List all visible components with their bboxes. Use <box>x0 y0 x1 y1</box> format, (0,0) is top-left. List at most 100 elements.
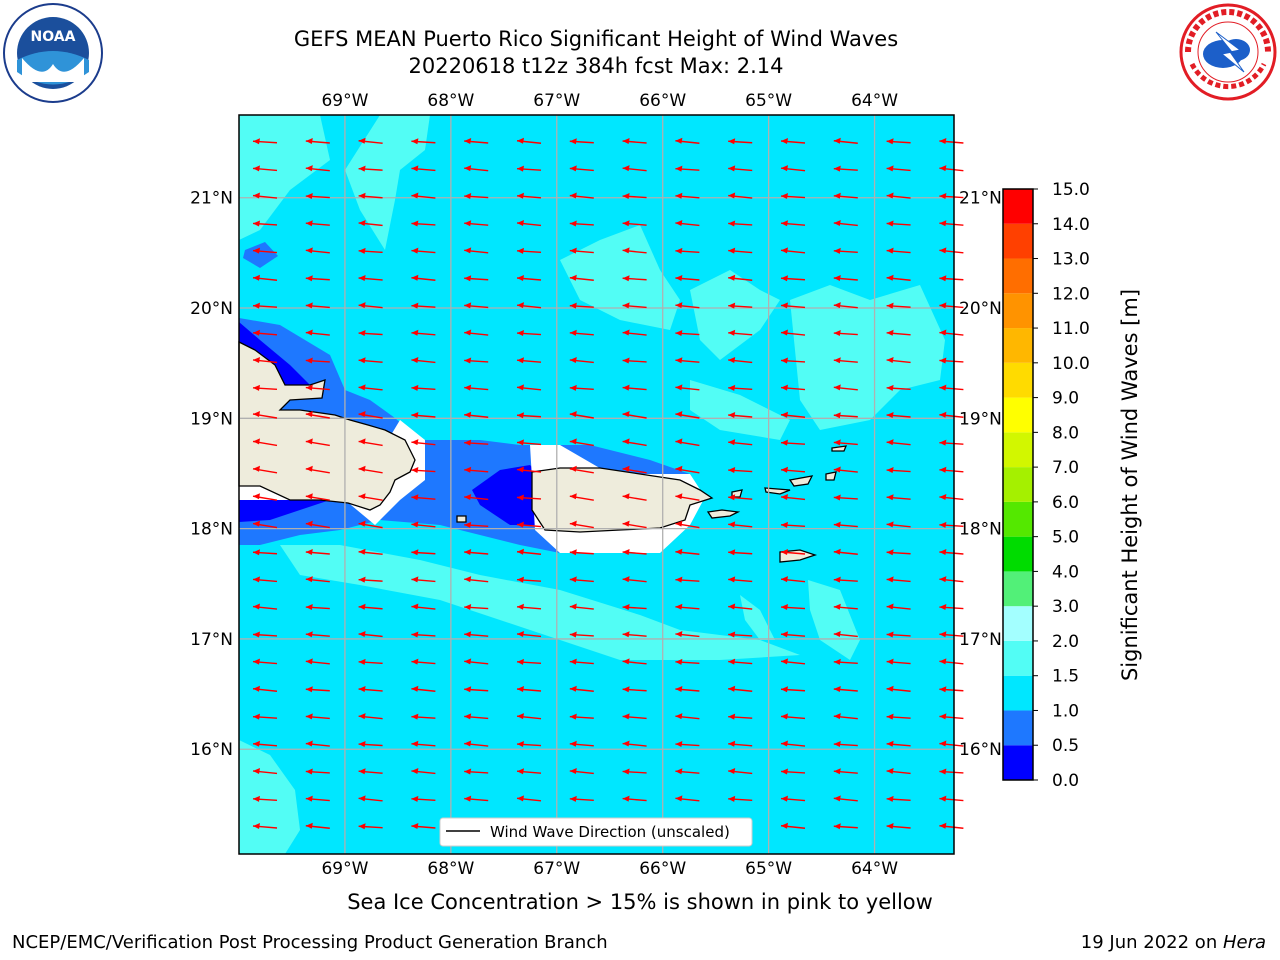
arrow-head <box>728 795 736 802</box>
arrow-head <box>358 330 366 337</box>
arrow-head <box>886 192 894 199</box>
arrow-head <box>781 138 788 144</box>
lat-tick-label-right: 20°N <box>959 299 1002 319</box>
arrow-head <box>622 604 630 611</box>
arrow-head <box>622 357 630 364</box>
arrow-head <box>411 603 419 610</box>
arrow-head <box>464 768 472 775</box>
arrow-head <box>411 658 419 665</box>
arrow-head <box>305 713 313 720</box>
arrow-head <box>517 686 524 692</box>
arrow-head <box>886 356 894 363</box>
colorbar-tick-label: 3.0 <box>1052 597 1079 617</box>
arrow-head <box>517 630 524 637</box>
arrow-head <box>781 768 788 775</box>
arrow-head <box>675 686 683 692</box>
arrow-head <box>833 357 841 364</box>
arrow-head <box>569 220 577 227</box>
arrow-head <box>464 411 472 418</box>
arrow-head <box>253 220 260 227</box>
arrow-head <box>253 302 260 309</box>
arrow-head <box>622 686 630 693</box>
footer-branch: NCEP/EMC/Verification Post Processing Pr… <box>12 932 608 953</box>
arrow-head <box>939 138 947 144</box>
arrow-head <box>675 576 683 583</box>
arrow-head <box>464 604 472 611</box>
arrow-head <box>411 740 419 747</box>
arrow-head <box>305 357 313 364</box>
arrow-head <box>358 357 366 364</box>
arrow-head <box>569 740 577 747</box>
arrow-head <box>728 247 736 254</box>
footer-date-text: 19 Jun 2022 on <box>1080 932 1223 953</box>
arrow-head <box>833 576 841 583</box>
wave-contour-0p0-0p5 <box>239 498 330 522</box>
arrow-head <box>517 494 524 501</box>
sea-ice-note: Sea Ice Concentration > 15% is shown in … <box>347 890 933 914</box>
arrow-head <box>675 411 683 417</box>
arrow-head <box>675 384 683 391</box>
arrow-head <box>622 795 630 802</box>
footer-host: Hera <box>1222 932 1266 953</box>
arrow-head <box>305 822 313 829</box>
arrow-head <box>253 138 260 145</box>
arrow-head <box>517 521 524 528</box>
arrow-head <box>253 576 260 583</box>
wave-contour-0p5-1p0 <box>243 242 278 268</box>
arrow-head <box>569 138 577 145</box>
arrow-head <box>622 165 630 172</box>
arrow-head <box>358 603 366 610</box>
arrow-head <box>939 740 947 747</box>
colorbar-tick-label: 8.0 <box>1052 423 1079 443</box>
arrow-head <box>358 165 366 172</box>
arrow-head <box>305 411 313 417</box>
lat-tick-label-right: 16°N <box>959 740 1002 760</box>
arrow-head <box>358 275 366 281</box>
arrow-head <box>569 165 577 172</box>
arrow-head <box>517 137 524 144</box>
arrow-head <box>728 220 736 227</box>
arrow-head <box>411 823 419 829</box>
arrow-head <box>675 713 683 720</box>
arrow-head <box>253 795 260 802</box>
arrow-head <box>305 658 313 665</box>
arrow-head <box>305 165 313 172</box>
land-coastline <box>706 509 741 519</box>
arrow-head <box>781 439 788 446</box>
arrow-head <box>411 795 419 802</box>
arrow-head <box>517 466 524 473</box>
arrow-head <box>939 384 947 391</box>
arrow-head <box>886 494 894 501</box>
map-legend: Wind Wave Direction (unscaled) <box>439 817 753 847</box>
lon-tick-label: 66°W <box>639 91 686 111</box>
arrow-head <box>464 466 472 473</box>
arrow-head <box>833 521 841 528</box>
arrow-head <box>728 685 736 692</box>
arrow-head <box>253 165 260 172</box>
colorbar-segment <box>1003 501 1033 537</box>
arrow-head <box>833 165 841 172</box>
arrow-head <box>411 494 419 501</box>
arrow-head <box>886 549 894 556</box>
lat-tick-label-right: 18°N <box>959 520 1002 540</box>
arrow-head <box>517 330 524 337</box>
wave-contour-1p5-2p0 <box>239 115 330 240</box>
arrow-head <box>517 576 524 583</box>
arrow-head <box>939 165 947 172</box>
arrow-head <box>358 630 366 637</box>
colorbar-tick-label: 9.0 <box>1052 389 1079 409</box>
arrow-head <box>569 192 577 199</box>
arrow-head <box>517 439 524 446</box>
arrow-head <box>305 138 313 144</box>
colorbar-tick-label: 2.0 <box>1052 632 1079 652</box>
colorbar-segment <box>1003 675 1033 711</box>
arrow-head <box>464 631 472 638</box>
arrow-head <box>675 630 683 637</box>
arrow-head <box>622 411 630 417</box>
arrow-head <box>728 658 736 665</box>
arrow-head <box>675 438 683 445</box>
arrow-head <box>675 795 683 802</box>
map-axes: 69°W 69°W 68°W 68°W 67°W 67°W 66°W 66°W 65°W 65°W… <box>190 91 1002 879</box>
arrow-head <box>305 576 313 583</box>
arrow-head <box>569 549 577 556</box>
